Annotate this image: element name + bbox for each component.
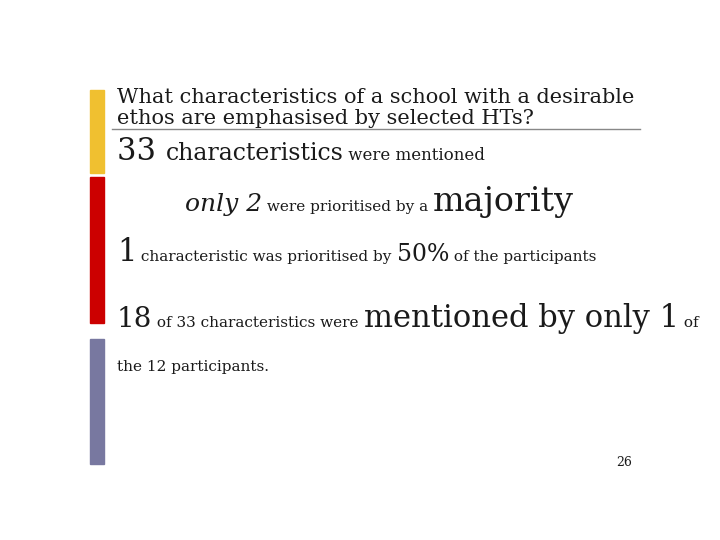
Text: ethos are emphasised by selected HTs?: ethos are emphasised by selected HTs? [117,109,534,129]
Text: 50%: 50% [397,243,449,266]
Text: majority: majority [433,186,574,218]
Text: What characteristics of a school with a desirable: What characteristics of a school with a … [117,87,634,107]
Bar [90,90,104,173]
Text: only 2: only 2 [185,193,262,216]
Text: of 33 characteristics were: of 33 characteristics were [152,316,364,330]
Text: were mentioned: were mentioned [343,147,485,165]
Text: of: of [679,316,698,330]
Text: characteristic was prioritised by: characteristic was prioritised by [136,250,397,264]
Text: 1: 1 [117,237,136,268]
Text: the 12 participants.: the 12 participants. [117,360,269,374]
Bar [90,177,104,322]
Text: characteristics: characteristics [166,143,343,165]
Text: mentioned by only 1: mentioned by only 1 [364,303,679,334]
Text: 33: 33 [117,137,166,167]
Bar [90,339,104,464]
Text: of the participants: of the participants [449,250,596,264]
Text: 18: 18 [117,306,152,333]
Text: 26: 26 [616,456,632,469]
Text: were prioritised by a: were prioritised by a [262,200,433,214]
